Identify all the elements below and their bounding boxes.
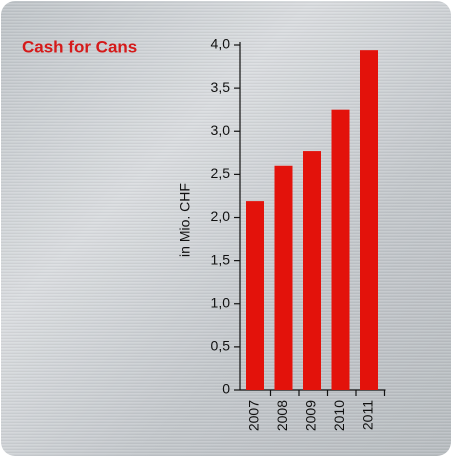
bar [246,201,264,390]
y-tick-label: 2,5 [211,165,231,181]
x-tick-label: 2009 [303,400,319,431]
y-tick-label: 1,0 [211,294,231,310]
bar [303,151,321,390]
x-tick-label: 2007 [246,400,262,431]
x-tick-label: 2010 [331,400,347,431]
y-tick-label: 3,0 [211,122,231,138]
x-tick-label: 2008 [274,400,290,431]
chart-title: Cash for Cans [22,37,137,56]
bar [274,165,293,390]
bar [360,50,378,391]
y-axis-label: in Mio. CHF [177,183,193,257]
y-tick-label: 4,0 [211,36,231,52]
x-tick-label: 2011 [360,400,376,430]
y-tick-label: 3,5 [211,79,231,95]
y-tick-label: 0 [222,381,230,397]
bar [331,109,350,390]
y-tick-label: 0,5 [211,338,231,354]
y-tick-label: 1,5 [211,251,231,267]
y-tick-label: 2,0 [211,208,231,224]
